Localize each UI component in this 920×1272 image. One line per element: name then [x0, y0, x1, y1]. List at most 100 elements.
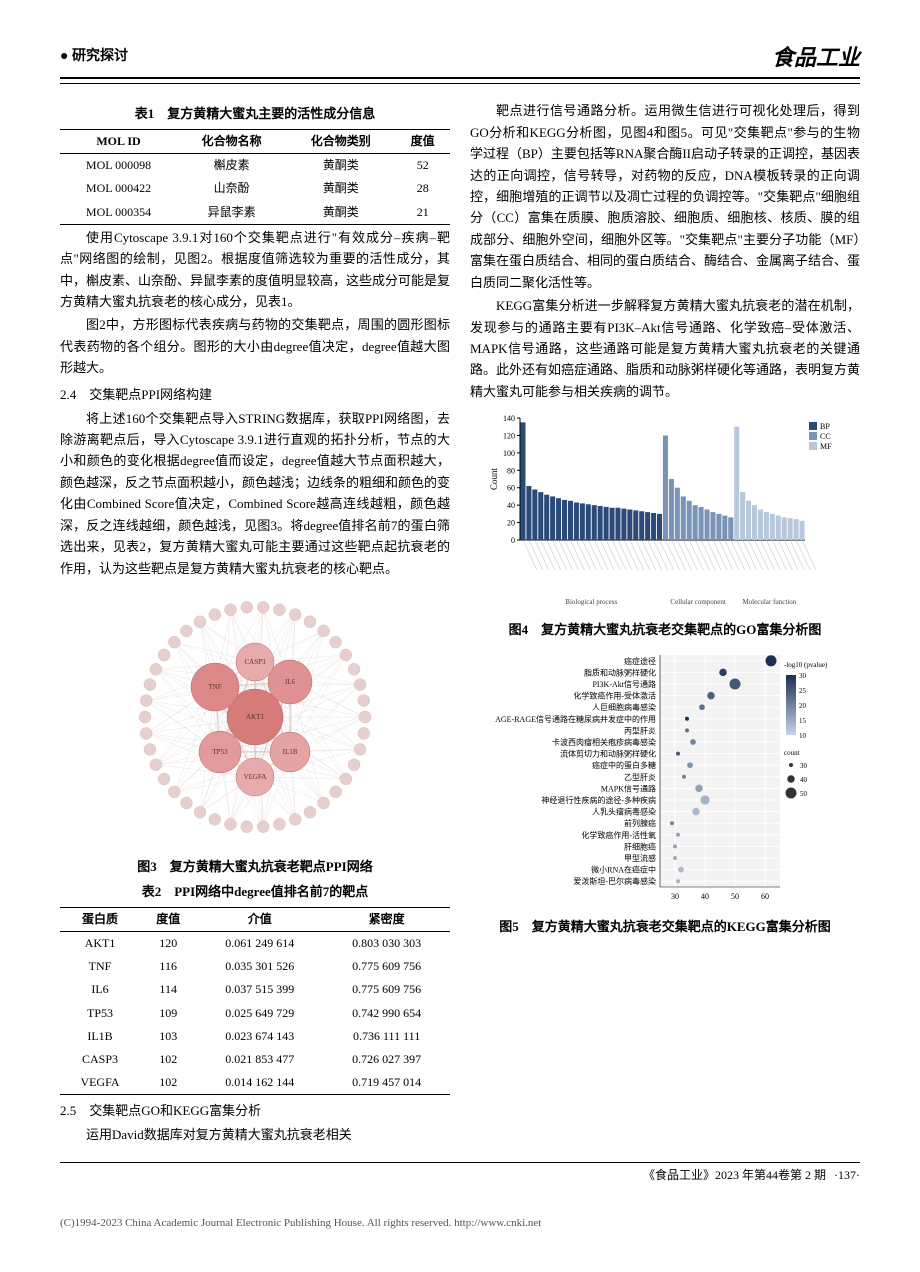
svg-text:化学致癌作用-受体激活: 化学致癌作用-受体激活	[573, 691, 656, 701]
svg-text:60: 60	[761, 892, 769, 901]
two-column-layout: 表1 复方黄精大蜜丸主要的活性成分信息 MOL ID化合物名称化合物类别度值 M…	[60, 98, 860, 1147]
svg-text:Count: Count	[489, 468, 499, 491]
table-header: 化合物名称	[177, 129, 286, 153]
table1-caption: 表1 复方黄精大蜜丸主要的活性成分信息	[60, 104, 450, 125]
fig3-box: AKT1 TNF IL6 TP53 IL1B CASP3 VEGFA	[60, 587, 450, 854]
svg-text:60: 60	[507, 484, 515, 493]
fig5-caption: 图5 复方黄精大蜜丸抗衰老交集靶点的KEGG富集分析图	[470, 918, 860, 936]
svg-text:化学致癌作用-活性氧: 化学致癌作用-活性氧	[581, 830, 656, 840]
copyright: (C)1994-2023 China Academic Journal Elec…	[60, 1215, 860, 1233]
svg-text:120: 120	[503, 432, 515, 441]
svg-text:CASP3: CASP3	[244, 658, 266, 666]
table-header: 度值	[395, 129, 450, 153]
svg-text:-log10 (pvalue): -log10 (pvalue)	[784, 661, 828, 669]
svg-text:人巨细胞病毒感染: 人巨细胞病毒感染	[592, 702, 656, 712]
fig3-caption: 图3 复方黄精大蜜丸抗衰老靶点PPI网络	[60, 858, 450, 876]
svg-text:25: 25	[799, 687, 807, 695]
left-column: 表1 复方黄精大蜜丸主要的活性成分信息 MOL ID化合物名称化合物类别度值 M…	[60, 98, 450, 1147]
svg-text:140: 140	[503, 414, 515, 423]
page-header: 研究探讨 食品工业	[60, 40, 860, 79]
page-footer: 《食品工业》2023 年第44卷第 2 期 ·137·	[60, 1162, 860, 1185]
svg-text:30: 30	[799, 672, 807, 680]
header-rule	[60, 83, 860, 84]
table-header: 紧密度	[323, 907, 450, 931]
sec25-heading: 2.5 交集靶点GO和KEGG富集分析	[60, 1101, 450, 1122]
table-row: MOL 000354异鼠李素黄酮类21	[60, 201, 450, 225]
right-para-1: KEGG富集分析进一步解释复方黄精大蜜丸抗衰老的潜在机制，发现参与的通路主要有P…	[470, 295, 860, 402]
right-para-0: 靶点进行信号通路分析。运用微生信进行可视化处理后，得到GO分析和KEGG分析图，…	[470, 100, 860, 293]
table2-caption: 表2 PPI网络中degree值排名前7的靶点	[60, 882, 450, 903]
table-row: CASP31020.021 853 4770.726 027 397	[60, 1048, 450, 1071]
svg-text:AGE-RAGE信号通路在糖尿病并发症中的作用: AGE-RAGE信号通路在糖尿病并发症中的作用	[495, 714, 656, 724]
page-number: ·137·	[834, 1166, 860, 1185]
sec25-para: 运用David数据库对复方黄精大蜜丸抗衰老相关	[60, 1124, 450, 1145]
svg-text:TP53: TP53	[212, 748, 228, 756]
svg-text:100: 100	[503, 449, 515, 458]
table2: 蛋白质度值介值紧密度 AKT11200.061 249 6140.803 030…	[60, 907, 450, 1096]
table-row: AKT11200.061 249 6140.803 030 303	[60, 932, 450, 956]
table-row: MOL 000422山奈酚黄酮类28	[60, 177, 450, 200]
table-row: TNF1160.035 301 5260.775 609 756	[60, 955, 450, 978]
table-row: MOL 000098槲皮素黄酮类52	[60, 154, 450, 178]
svg-text:VEGFA: VEGFA	[244, 773, 267, 781]
svg-text:乙型肝炎: 乙型肝炎	[624, 773, 656, 782]
footer-citation: 《食品工业》2023 年第44卷第 2 期	[643, 1166, 826, 1185]
svg-text:40: 40	[701, 892, 709, 901]
svg-text:10: 10	[799, 732, 807, 740]
sec24-heading: 2.4 交集靶点PPI网络构建	[60, 385, 450, 406]
svg-text:20: 20	[799, 702, 807, 710]
table-header: 介值	[196, 907, 323, 931]
table-header: 蛋白质	[60, 907, 140, 931]
svg-text:40: 40	[507, 501, 515, 510]
svg-text:20: 20	[507, 519, 515, 528]
svg-text:Cellular component: Cellular component	[670, 598, 725, 606]
svg-text:IL6: IL6	[285, 678, 296, 686]
svg-text:丙型肝炎: 丙型肝炎	[624, 727, 656, 736]
left-para-0: 使用Cytoscape 3.9.1对160个交集靶点进行"有效成分–疾病–靶点"…	[60, 227, 450, 313]
fig5-kegg-bubble: 30405060癌症途径脂质和动脉粥样硬化PI3K-Akt信号通路化学致癌作用-…	[485, 647, 845, 907]
svg-text:流体剪切力和动脉粥样硬化: 流体剪切力和动脉粥样硬化	[560, 749, 656, 759]
svg-text:0: 0	[511, 536, 515, 545]
table-row: VEGFA1020.014 162 1440.719 457 014	[60, 1071, 450, 1095]
svg-text:IL1B: IL1B	[283, 748, 298, 756]
svg-text:Biological process: Biological process	[565, 598, 617, 606]
table-header: 化合物类别	[286, 129, 395, 153]
fig3-ppi-network: AKT1 TNF IL6 TP53 IL1B CASP3 VEGFA	[115, 587, 395, 847]
svg-text:30: 30	[671, 892, 679, 901]
svg-text:AKT1: AKT1	[246, 713, 264, 721]
fig4-caption: 图4 复方黄精大蜜丸抗衰老交集靶点的GO富集分析图	[470, 621, 860, 639]
table-header: MOL ID	[60, 129, 177, 153]
svg-text:微小RNA在癌症中: 微小RNA在癌症中	[591, 865, 656, 875]
svg-text:BP: BP	[820, 422, 830, 431]
svg-text:肝细胞癌: 肝细胞癌	[624, 842, 656, 852]
svg-text:count: count	[784, 749, 800, 757]
svg-text:人乳头瘤病毒感染: 人乳头瘤病毒感染	[592, 807, 656, 817]
svg-text:PI3K-Akt信号通路: PI3K-Akt信号通路	[592, 679, 656, 689]
svg-text:MAPK信号通路: MAPK信号通路	[601, 784, 656, 794]
svg-text:脂质和动脉粥样硬化: 脂质和动脉粥样硬化	[584, 668, 656, 678]
table-row: TP531090.025 649 7290.742 990 654	[60, 1002, 450, 1025]
table-header: 度值	[140, 907, 196, 931]
sec24-para: 将上述160个交集靶点导入STRING数据库，获取PPI网络图，去除游离靶点后，…	[60, 408, 450, 580]
svg-text:神经退行性疾病的途径-多种疾病: 神经退行性疾病的途径-多种疾病	[541, 795, 656, 805]
svg-text:卡波西肉瘤相关疱疹病毒感染: 卡波西肉瘤相关疱疹病毒感染	[552, 737, 656, 747]
svg-text:甲型流感: 甲型流感	[624, 853, 656, 863]
svg-text:40: 40	[800, 776, 808, 784]
fig4-go-barchart: 0 20 40 60 80 100 120 140 Count Biological proces…	[485, 410, 845, 610]
svg-text:Molecular function: Molecular function	[742, 598, 796, 606]
svg-text:30: 30	[800, 762, 808, 770]
fig4-box: 0 20 40 60 80 100 120 140 Count Biological proces…	[470, 410, 860, 617]
svg-text:CC: CC	[820, 432, 831, 441]
svg-text:15: 15	[799, 717, 807, 725]
table-row: IL1B1030.023 674 1430.736 111 111	[60, 1025, 450, 1048]
journal-logo: 食品工业	[772, 40, 860, 75]
svg-text:TNF: TNF	[208, 683, 221, 691]
right-column: 靶点进行信号通路分析。运用微生信进行可视化处理后，得到GO分析和KEGG分析图，…	[470, 98, 860, 1147]
table-row: IL61140.037 515 3990.775 609 756	[60, 978, 450, 1001]
svg-text:前列腺癌: 前列腺癌	[624, 818, 656, 828]
section-label: 研究探讨	[60, 46, 128, 68]
svg-text:MF: MF	[820, 442, 832, 451]
svg-text:爱泼斯坦-巴尔病毒感染: 爱泼斯坦-巴尔病毒感染	[573, 876, 656, 886]
svg-text:80: 80	[507, 467, 515, 476]
table1: MOL ID化合物名称化合物类别度值 MOL 000098槲皮素黄酮类52MOL…	[60, 129, 450, 225]
